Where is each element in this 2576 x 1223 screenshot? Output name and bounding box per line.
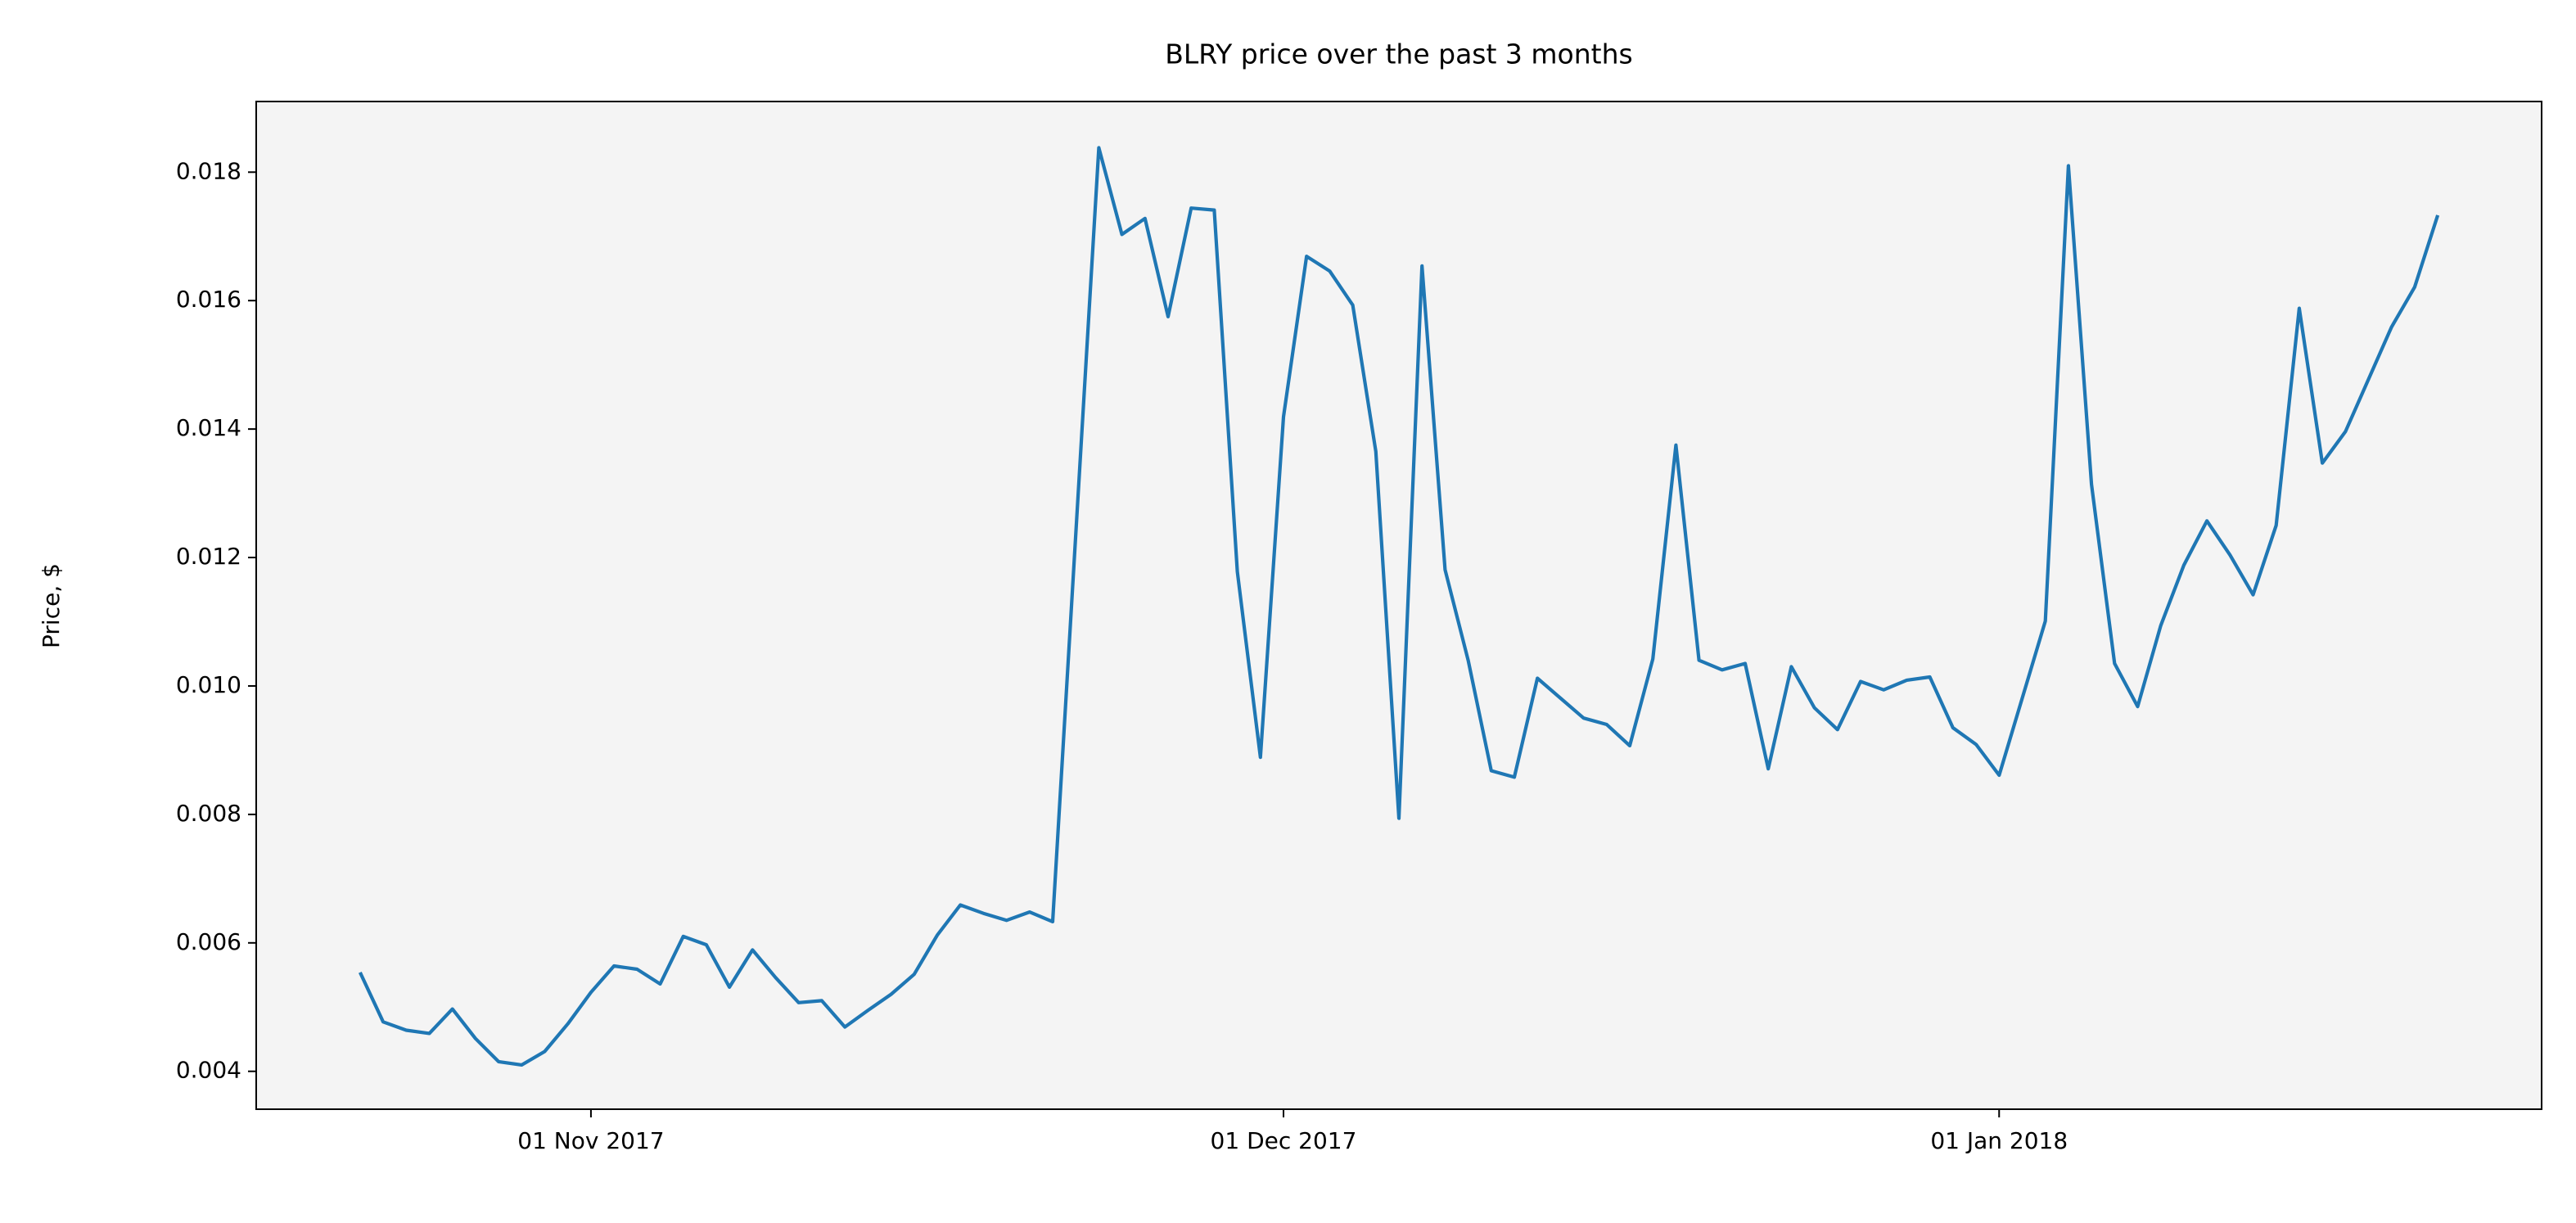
y-tick-label: 0.006 (176, 928, 241, 955)
plot-frame (255, 101, 2542, 1110)
y-tick-label: 0.010 (176, 671, 241, 698)
price-line (358, 146, 2440, 1067)
x-tick-label: 01 Nov 2017 (517, 1127, 664, 1154)
x-tick-label: 01 Dec 2017 (1211, 1127, 1357, 1154)
x-tick-label: 01 Jan 2018 (1930, 1127, 2068, 1154)
y-tick-label: 0.008 (176, 800, 241, 827)
y-axis-label: Price, $ (38, 563, 65, 648)
plot-area (256, 102, 2542, 1109)
y-tick-label: 0.004 (176, 1057, 241, 1084)
y-tick-label: 0.016 (176, 286, 241, 313)
y-tick-label: 0.012 (176, 543, 241, 570)
y-tick-label: 0.018 (176, 157, 241, 184)
y-tick-label: 0.014 (176, 414, 241, 441)
chart-title: BLRY price over the past 3 months (1165, 38, 1632, 70)
